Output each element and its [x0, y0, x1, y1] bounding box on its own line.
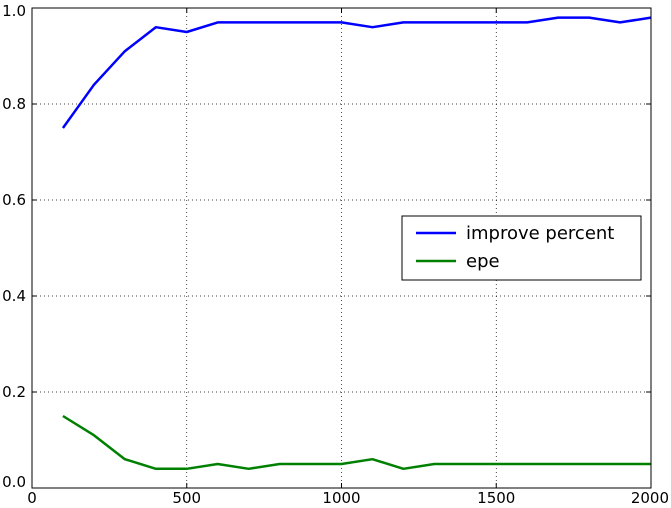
- y-tick-label: 1.0: [2, 2, 26, 20]
- x-tick-label: 500: [172, 489, 201, 507]
- legend: improve percent epe: [401, 215, 642, 281]
- legend-box: [401, 215, 642, 281]
- y-tick-label: 0.6: [2, 191, 26, 209]
- x-tick-labels: 0 500 1000 1500 2000: [27, 489, 669, 507]
- y-tick-labels: 0.0 0.2 0.4 0.6 0.8 1.0: [2, 2, 26, 491]
- y-tick-label: 0.0: [2, 473, 26, 491]
- series-line-improve-percent: [61, 16, 652, 129]
- x-tick-label: 1500: [477, 489, 515, 507]
- x-tick-label: 0: [27, 489, 37, 507]
- y-tick-label: 0.4: [2, 287, 26, 305]
- legend-label-epe: epe: [466, 251, 500, 272]
- series-line-epe: [62, 414, 651, 471]
- y-tick-label: 0.2: [2, 383, 26, 401]
- x-tick-label: 2000: [631, 489, 669, 507]
- legend-label-improve-percent: improve percent: [466, 223, 614, 244]
- axis-ticks: [31, 7, 652, 489]
- y-tick-label: 0.8: [2, 95, 26, 113]
- x-tick-label: 1000: [322, 489, 360, 507]
